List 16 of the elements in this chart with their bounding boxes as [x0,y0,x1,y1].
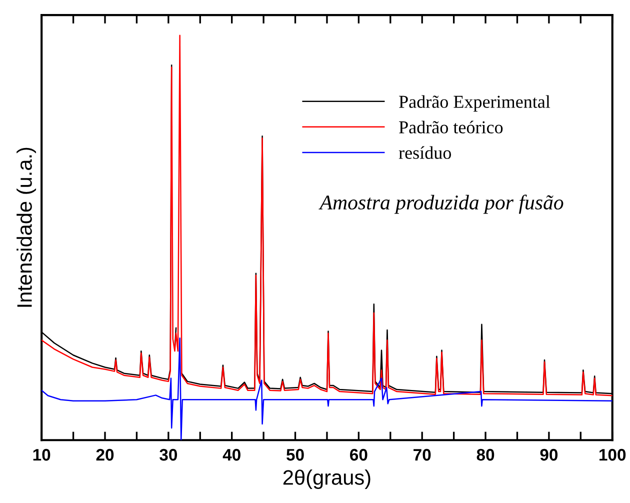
annotation: Amostra produzida por fusão [318,194,564,214]
x-axis-title: 2θ(graus) [283,470,370,489]
x-tick-label: 90 [540,448,558,461]
x-tick-label: 10 [33,448,50,461]
x-tick-label: 80 [476,448,494,461]
x-tick-label: 100 [600,448,626,461]
legend-label: Padrão teórico [399,120,503,134]
x-tick-label: 30 [160,448,178,461]
x-tick-label: 50 [286,448,304,461]
x-tick-label: 40 [222,448,240,461]
legend-label: resíduo [398,146,451,159]
x-tick-label: 60 [350,448,368,461]
x-tick-label: 20 [96,448,114,461]
legend-label: Padrão Experimental [399,95,550,112]
x-tick-label: 70 [414,448,431,461]
y-axis-title: Intensidade (u.a.) [16,148,36,307]
